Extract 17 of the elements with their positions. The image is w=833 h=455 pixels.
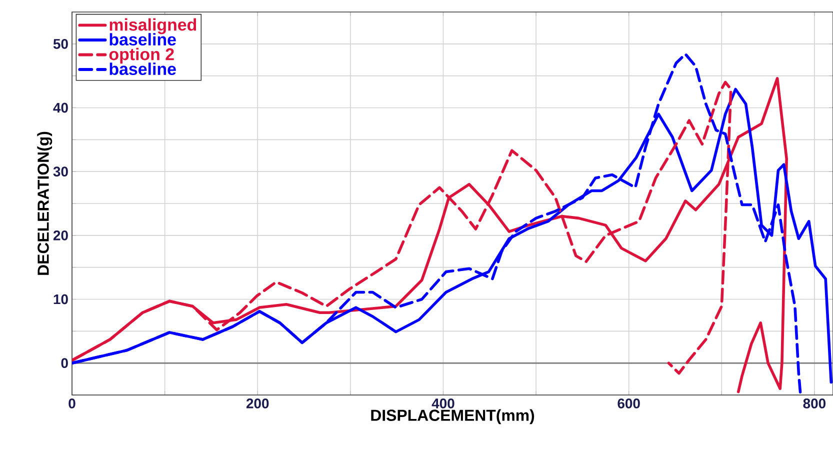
y-tick-label: 10 <box>54 294 68 304</box>
x-tick-label: 200 <box>246 398 269 408</box>
legend-label: baseline <box>110 62 176 76</box>
legend-label: misaligned <box>110 18 196 34</box>
y-tick-label: 20 <box>53 230 68 240</box>
legend-label: option 2 <box>109 48 174 64</box>
x-axis-title: DISPLACEMENT(mm) <box>371 409 534 424</box>
x-tick-label: 0 <box>68 398 76 408</box>
y-tick-label: 0 <box>61 358 68 368</box>
y-tick-label: 40 <box>53 102 68 113</box>
y-tick-label: 50 <box>53 38 68 49</box>
x-tick-label: 400 <box>432 398 454 408</box>
y-axis-title: DECELERATION(g) <box>37 132 52 275</box>
x-tick-label: 600 <box>618 398 640 408</box>
y-tick-label: 30 <box>53 166 68 177</box>
x-tick-label: 800 <box>803 398 826 408</box>
legend-label: baseline <box>110 33 176 46</box>
